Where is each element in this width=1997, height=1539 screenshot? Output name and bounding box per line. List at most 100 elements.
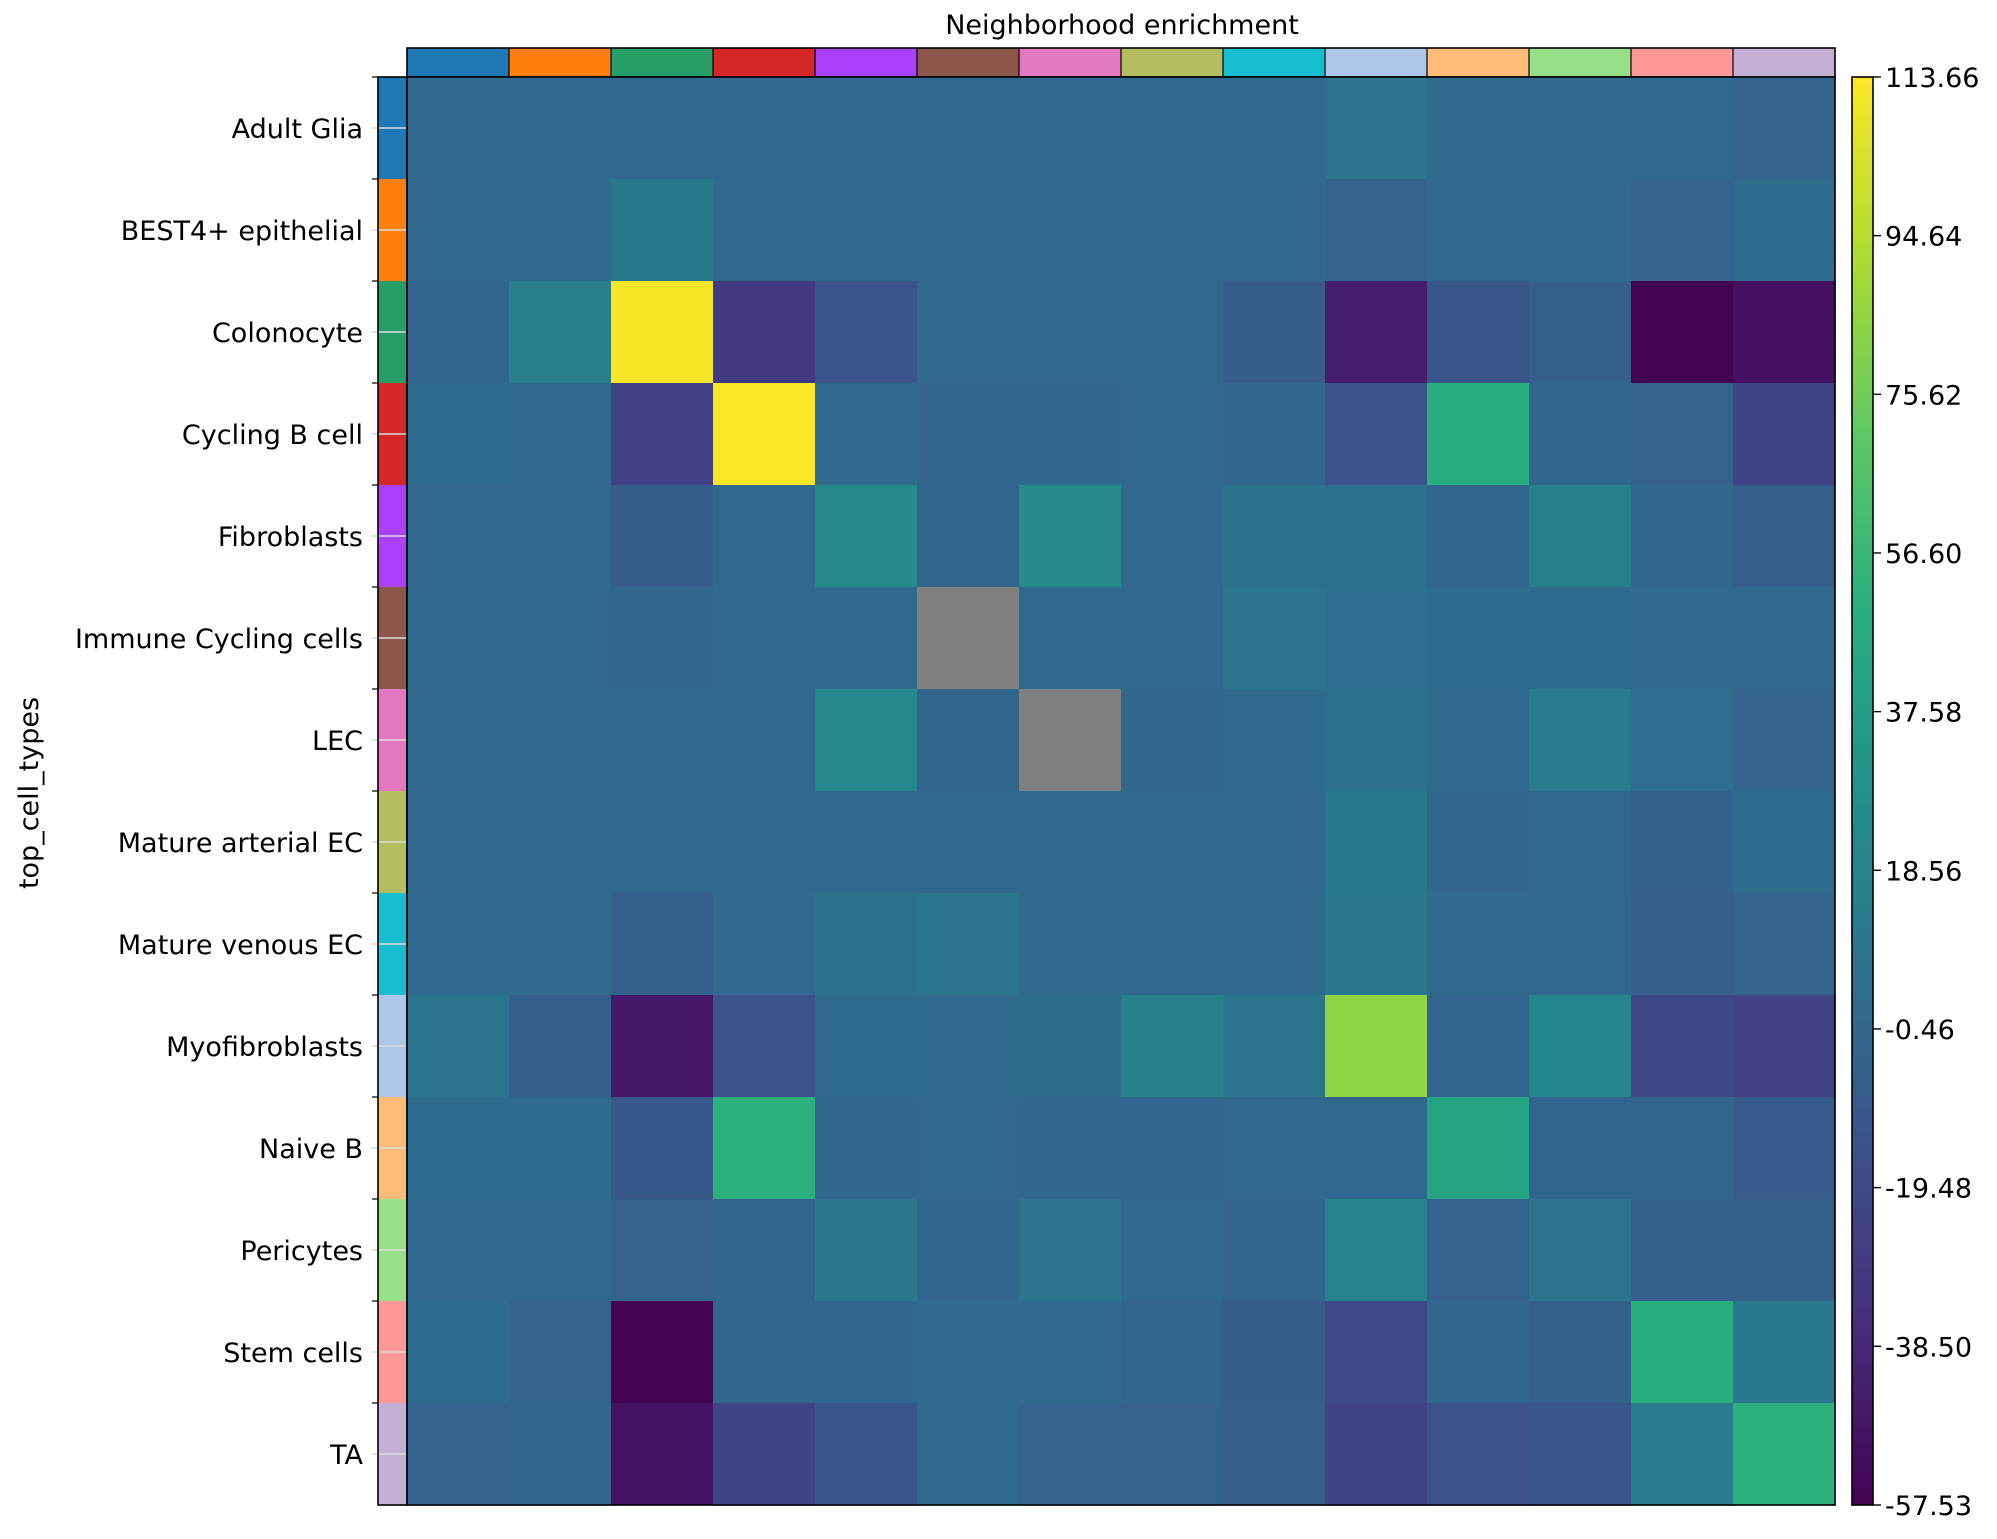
heatmap-cell bbox=[1223, 77, 1326, 180]
heatmap-cell bbox=[1325, 1199, 1428, 1302]
y-axis-label: top_cell_types bbox=[14, 697, 45, 889]
heatmap-cell bbox=[509, 1403, 612, 1506]
column-color-swatch bbox=[1223, 48, 1326, 77]
heatmap-cell bbox=[509, 383, 612, 486]
heatmap-cell bbox=[1325, 1097, 1428, 1200]
heatmap-cell bbox=[713, 485, 816, 588]
heatmap-cell bbox=[917, 179, 1020, 282]
heatmap-cell bbox=[1631, 383, 1734, 486]
heatmap-cell bbox=[815, 893, 918, 996]
heatmap-cell bbox=[1631, 587, 1734, 690]
heatmap-cell bbox=[1223, 1403, 1326, 1506]
heatmap-cell bbox=[815, 995, 918, 1098]
heatmap-cell bbox=[1121, 893, 1224, 996]
heatmap-cell bbox=[1427, 1403, 1530, 1506]
heatmap-cell bbox=[1019, 587, 1122, 690]
heatmap-cell bbox=[917, 485, 1020, 588]
heatmap-cell bbox=[1121, 1301, 1224, 1404]
heatmap-cell bbox=[611, 1097, 714, 1200]
heatmap-cell bbox=[713, 689, 816, 792]
heatmap-cell bbox=[1019, 1097, 1122, 1200]
heatmap-cell bbox=[815, 689, 918, 792]
heatmap-cell bbox=[1631, 1403, 1734, 1506]
heatmap-cell bbox=[815, 179, 918, 282]
heatmap-cell bbox=[1223, 179, 1326, 282]
column-color-swatch bbox=[407, 48, 510, 77]
heatmap-cell bbox=[1631, 791, 1734, 894]
heatmap-cell bbox=[713, 1403, 816, 1506]
heatmap-cell bbox=[1325, 281, 1428, 384]
heatmap-cell bbox=[611, 995, 714, 1098]
heatmap-cell bbox=[1223, 791, 1326, 894]
heatmap-cell bbox=[509, 1097, 612, 1200]
heatmap-cell bbox=[1631, 281, 1734, 384]
heatmap-cell bbox=[1529, 281, 1632, 384]
heatmap-cell bbox=[407, 689, 510, 792]
heatmap-cell bbox=[1529, 689, 1632, 792]
heatmap-cell bbox=[1019, 1199, 1122, 1302]
colorbar-tick-label: 56.60 bbox=[1885, 539, 1962, 570]
row-label: Pericytes bbox=[240, 1236, 363, 1267]
heatmap-cell bbox=[1631, 689, 1734, 792]
colorbar-tick-label: -19.48 bbox=[1885, 1174, 1972, 1205]
heatmap-cell bbox=[713, 1199, 816, 1302]
heatmap-cell bbox=[611, 689, 714, 792]
heatmap-cell bbox=[815, 1199, 918, 1302]
heatmap-cell bbox=[917, 587, 1020, 690]
row-label: LEC bbox=[312, 726, 363, 757]
heatmap-cell bbox=[1325, 791, 1428, 894]
heatmap-cell bbox=[1529, 1301, 1632, 1404]
heatmap-cell bbox=[1019, 1403, 1122, 1506]
heatmap-cell bbox=[815, 1301, 918, 1404]
heatmap-cell bbox=[1733, 77, 1836, 180]
colorbar-tick-label: 113.66 bbox=[1885, 63, 1979, 94]
heatmap-cell bbox=[407, 995, 510, 1098]
heatmap-cell bbox=[1529, 383, 1632, 486]
heatmap-cell bbox=[1121, 77, 1224, 180]
heatmap-cell bbox=[1529, 791, 1632, 894]
heatmap-cell bbox=[1325, 485, 1428, 588]
row-label: Myofibroblasts bbox=[166, 1032, 363, 1063]
heatmap-cell bbox=[509, 587, 612, 690]
heatmap-cell bbox=[509, 791, 612, 894]
heatmap-cell bbox=[1529, 485, 1632, 588]
heatmap-cell bbox=[407, 1301, 510, 1404]
heatmap-cell bbox=[509, 281, 612, 384]
heatmap-cell bbox=[1121, 791, 1224, 894]
row-label: Mature arterial EC bbox=[118, 828, 363, 859]
column-color-swatch bbox=[1019, 48, 1122, 77]
heatmap-cell bbox=[407, 383, 510, 486]
heatmap-cell bbox=[611, 77, 714, 180]
heatmap-cell bbox=[1019, 1301, 1122, 1404]
heatmap-cell bbox=[1733, 689, 1836, 792]
heatmap-cell bbox=[1121, 281, 1224, 384]
heatmap-cell bbox=[1427, 689, 1530, 792]
heatmap-cells bbox=[407, 77, 1836, 1506]
heatmap-cell bbox=[1529, 179, 1632, 282]
heatmap-cell bbox=[713, 77, 816, 180]
heatmap-cell bbox=[509, 689, 612, 792]
heatmap-cell bbox=[1019, 179, 1122, 282]
column-color-bar bbox=[406, 47, 1836, 78]
heatmap-cell bbox=[1733, 383, 1836, 486]
heatmap-cell bbox=[917, 281, 1020, 384]
heatmap-cell bbox=[1733, 1097, 1836, 1200]
column-color-swatch bbox=[1733, 48, 1836, 77]
heatmap-cell bbox=[1223, 893, 1326, 996]
heatmap-cell bbox=[407, 1403, 510, 1506]
row-label: Immune Cycling cells bbox=[75, 624, 363, 655]
heatmap-cell bbox=[713, 995, 816, 1098]
colorbar-tick-label: -57.53 bbox=[1885, 1491, 1972, 1522]
heatmap-cell bbox=[1733, 587, 1836, 690]
heatmap-cell bbox=[1529, 1199, 1632, 1302]
column-color-swatch bbox=[1529, 48, 1632, 77]
heatmap-cell bbox=[917, 383, 1020, 486]
heatmap-cell bbox=[1325, 383, 1428, 486]
heatmap-cell bbox=[1733, 791, 1836, 894]
heatmap-cell bbox=[1427, 995, 1530, 1098]
heatmap-cell bbox=[611, 179, 714, 282]
heatmap-cell bbox=[917, 791, 1020, 894]
heatmap-cell bbox=[815, 77, 918, 180]
row-label: BEST4+ epithelial bbox=[121, 216, 363, 247]
heatmap-cell bbox=[407, 1199, 510, 1302]
